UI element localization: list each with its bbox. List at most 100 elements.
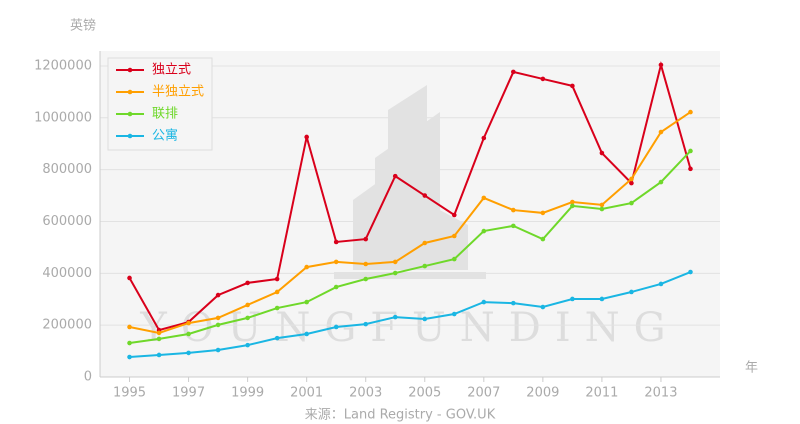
data-point [215,315,221,321]
data-point [629,200,634,206]
data-point [215,322,221,328]
y-tick-label: 400000 [42,266,92,281]
data-point [422,240,428,246]
series-line [128,61,692,332]
data-point [127,354,132,360]
data-point [451,311,457,317]
data-point [186,350,191,356]
series-line [129,150,692,345]
data-point [333,284,339,290]
data-point [658,62,664,68]
data-point [392,173,398,179]
y-tick-label: 1200000 [34,58,92,73]
legend-marker [127,111,133,117]
data-point [570,203,575,209]
data-point [451,212,457,218]
data-point [422,316,428,322]
data-point [304,299,309,305]
data-point [156,352,162,358]
data-point [511,223,516,229]
y-tick-label: 1000000 [34,110,92,125]
data-point [186,331,191,337]
data-point [658,129,664,135]
watermark-building [334,85,486,279]
data-point [304,264,309,270]
y-tick-label: 0 [84,370,92,385]
y-tick-label: 800000 [42,162,92,177]
legend-marker [127,67,133,73]
x-tick-label: 2005 [408,386,441,401]
legend-label: 联排 [152,107,178,122]
data-point [127,275,132,281]
data-point [127,340,132,346]
legend-box [107,57,213,151]
x-axis-label: 年 [745,361,758,376]
data-point [688,166,693,172]
data-point [511,300,516,306]
data-point [422,193,428,198]
data-point [186,320,191,326]
data-point [451,256,457,262]
data-point [629,176,634,182]
watermark: YOUNGFUNDING [139,305,679,351]
legend-label: 半独立式 [152,85,204,100]
data-point [363,321,369,327]
data-point [688,269,693,275]
data-point [570,83,575,89]
series-line [129,271,691,359]
x-tick-label: 2011 [585,386,618,401]
data-point [688,109,693,115]
data-point [392,270,398,276]
data-point [481,135,487,141]
data-point [245,315,250,321]
data-point [304,331,309,337]
x-tick-label: 2007 [467,386,500,401]
data-point [540,304,546,310]
x-tick-label: 1997 [172,386,205,401]
data-point [629,289,634,295]
data-point [451,233,457,239]
data-point [363,236,369,242]
data-point [540,210,546,216]
data-point [570,296,575,302]
data-point [599,206,605,212]
x-tick-label: 2013 [644,386,677,401]
data-point [599,150,605,156]
data-point [333,324,339,330]
data-point [658,179,664,185]
data-point [274,305,280,311]
x-tick-label: 1995 [113,386,146,401]
data-point [245,302,250,308]
data-point [274,276,280,282]
data-point [363,276,369,282]
series-line [129,111,692,334]
data-point [540,76,546,82]
data-point [304,134,309,140]
data-point [215,292,221,298]
data-point [540,236,546,242]
data-point [392,314,398,320]
legend-marker [127,89,133,95]
data-point [511,207,516,213]
data-point [392,259,398,265]
data-point [511,69,516,75]
x-tick-label: 2003 [349,386,382,401]
data-point [215,347,221,353]
x-tick-label: 2001 [290,386,323,401]
data-point [481,228,487,234]
data-point [599,296,605,302]
data-point [333,259,339,265]
data-point [245,280,250,286]
data-point [688,148,693,154]
data-point [658,281,664,287]
data-point [363,261,369,267]
y-axis-label: 英镑 [70,18,96,34]
data-point [599,202,605,208]
x-tick-label: 1999 [231,386,264,401]
data-point [422,263,428,269]
data-point [481,299,487,305]
data-point [629,180,634,186]
data-point [156,336,162,342]
legend-label: 公寓 [152,128,178,144]
